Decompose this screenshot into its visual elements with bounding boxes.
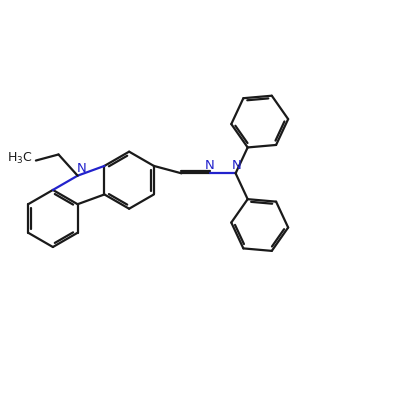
Text: N: N <box>77 162 86 176</box>
Text: N: N <box>204 159 214 172</box>
Text: H$_3$C: H$_3$C <box>7 151 33 166</box>
Text: N: N <box>232 159 241 172</box>
